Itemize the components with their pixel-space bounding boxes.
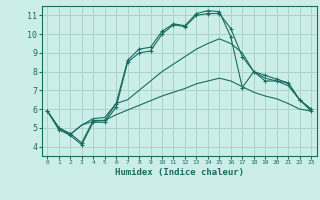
X-axis label: Humidex (Indice chaleur): Humidex (Indice chaleur) — [115, 168, 244, 177]
